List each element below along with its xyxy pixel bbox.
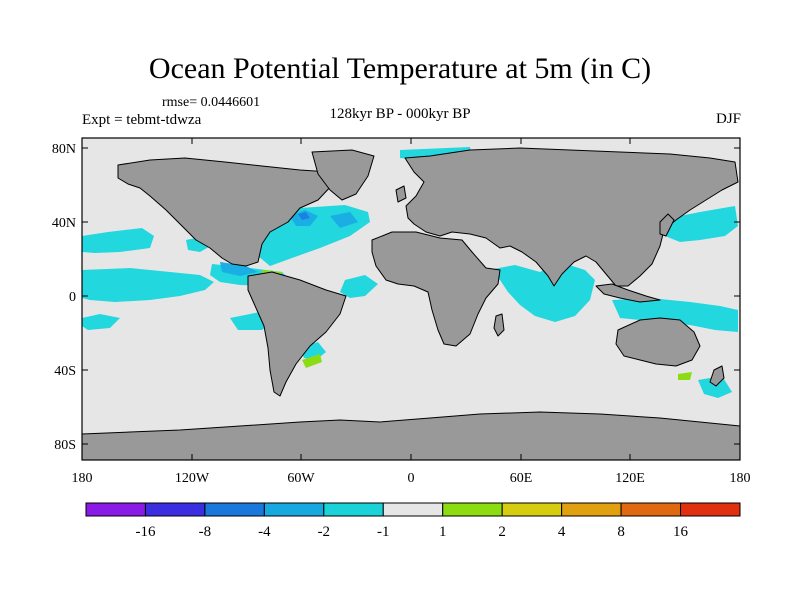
colorbar-label: -1: [377, 524, 390, 540]
land-masses: [81, 147, 741, 461]
colorbar-swatch: [204, 502, 265, 517]
season-label: DJF: [715, 111, 741, 127]
greenland: [311, 149, 375, 201]
y-tick-label: 80S: [54, 438, 76, 453]
colorbar-label: -16: [135, 524, 155, 540]
colorbar-label: 16: [673, 524, 689, 540]
madagascar: [493, 313, 505, 337]
y-axis-labels: 80N 40N 0 40S 80S: [52, 142, 76, 453]
colorbar-label: -8: [199, 524, 212, 540]
colorbar-swatch: [680, 502, 741, 517]
japan: [659, 213, 675, 237]
colorbar: [85, 502, 741, 517]
colorbar-label: 8: [617, 524, 625, 540]
colorbar-swatch: [263, 502, 325, 517]
africa: [371, 231, 501, 347]
x-tick-label: 180: [72, 471, 93, 486]
map-panel: [81, 137, 741, 461]
colorbar-label: 1: [439, 524, 447, 540]
colorbar-swatch: [442, 502, 503, 517]
colorbar-swatch: [561, 502, 622, 517]
x-tick-label: 0: [408, 471, 415, 486]
australia: [615, 317, 701, 367]
y-tick-label: 40N: [52, 216, 76, 231]
colorbar-swatch: [144, 502, 206, 517]
eurasia: [404, 147, 739, 287]
x-tick-label: 60W: [287, 471, 315, 486]
colorbar-swatch: [620, 502, 682, 517]
colorbar-labels: -16 -8 -4 -2 -1 1 2 4 8 16: [135, 524, 688, 540]
x-tick-label: 180: [730, 471, 751, 486]
new-zealand: [709, 365, 725, 387]
colorbar-label: 2: [498, 524, 506, 540]
south-america: [247, 271, 347, 397]
colorbar-label: -2: [318, 524, 331, 540]
experiment-label: Expt = tebmt-tdwza: [82, 112, 202, 128]
y-tick-label: 80N: [52, 142, 76, 157]
x-tick-label: 120W: [175, 471, 210, 486]
rmse-label: rmse= 0.0446601: [162, 95, 261, 110]
x-tick-label: 60E: [510, 471, 533, 486]
colorbar-swatch: [382, 502, 444, 517]
colorbar-swatch: [85, 502, 146, 517]
axis-ticks: [82, 138, 740, 460]
y-tick-label: 40S: [54, 364, 76, 379]
north-america: [117, 157, 336, 267]
uk: [395, 185, 407, 203]
x-tick-label: 120E: [615, 471, 645, 486]
x-axis-labels: 180 120W 60W 0 60E 120E 180: [72, 471, 751, 486]
indonesia: [595, 283, 661, 303]
map-title: Ocean Potential Temperature at 5m (in C): [148, 52, 652, 85]
colorbar-label: -4: [258, 524, 271, 540]
period-label: 128kyr BP - 000kyr BP: [329, 106, 471, 122]
y-tick-label: 0: [69, 290, 76, 305]
colorbar-label: 4: [558, 524, 566, 540]
colorbar-swatch: [501, 502, 563, 517]
colorbar-swatch: [323, 502, 384, 517]
